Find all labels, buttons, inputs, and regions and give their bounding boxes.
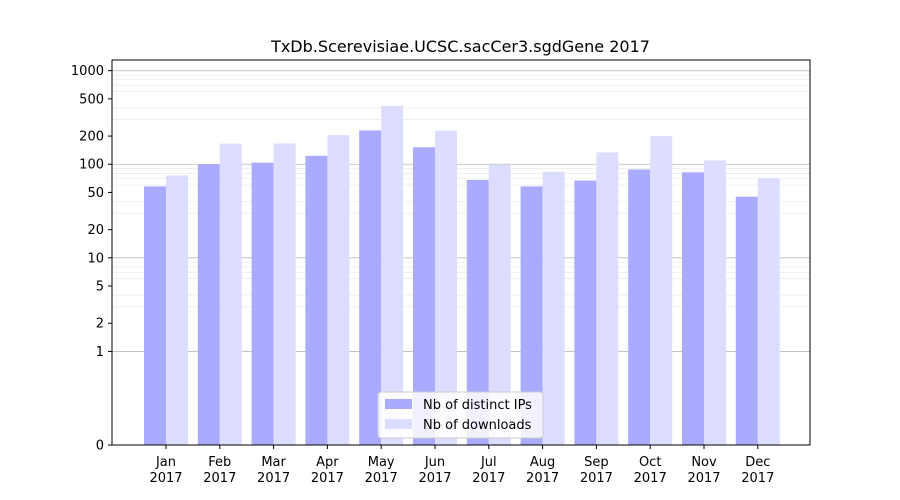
y-tick-label: 1 — [96, 345, 104, 360]
bars — [144, 105, 780, 446]
chart-title: TxDb.Scerevisiae.UCSC.sacCer3.sgdGene 20… — [270, 37, 650, 56]
x-tick-label: May 2017 — [365, 455, 398, 486]
bar-downloads — [650, 136, 673, 446]
bar-distinct-ips — [574, 180, 597, 446]
x-tick-label: Jun 2017 — [418, 455, 451, 486]
x-tick-label: Apr 2017 — [311, 455, 344, 486]
bar-distinct-ips — [359, 130, 382, 446]
x-tick-label: Dec 2017 — [741, 455, 774, 486]
bar-downloads — [488, 164, 511, 445]
legend-swatch — [385, 399, 412, 409]
x-tick-label: Feb 2017 — [203, 455, 236, 486]
y-tick-label: 500 — [79, 92, 104, 107]
y-tick-label: 100 — [79, 158, 104, 173]
y-tick-label: 20 — [87, 223, 104, 238]
bar-distinct-ips — [305, 155, 328, 445]
y-axis: 0 1 2 5 10 20 50 100 200 500 1000 — [71, 64, 112, 454]
x-tick-label: Oct 2017 — [634, 455, 667, 486]
y-tick-label: 5 — [96, 280, 104, 295]
y-tick-label: 10 — [87, 251, 104, 266]
bar-downloads — [219, 143, 242, 445]
bar-downloads — [327, 135, 350, 445]
bar-downloads — [166, 175, 188, 445]
bar-downloads — [542, 171, 565, 445]
y-tick-label: 50 — [87, 186, 104, 201]
bar-distinct-ips — [413, 147, 435, 445]
x-tick-label: Mar 2017 — [257, 455, 290, 486]
bar-distinct-ips — [197, 164, 220, 445]
x-axis: Jan 2017 Feb 2017 Mar 2017 Apr 2017 May 2017 Jun 20… — [149, 445, 774, 486]
bar-distinct-ips — [144, 186, 166, 445]
bar-downloads — [273, 143, 296, 446]
y-tick-label: 0 — [96, 439, 104, 454]
x-tick-label: Nov 2017 — [687, 455, 720, 486]
bar-distinct-ips — [682, 172, 704, 446]
legend-swatch — [385, 419, 412, 429]
bar-downloads — [381, 105, 404, 445]
bar-downloads — [435, 130, 457, 445]
y-tick-label: 200 — [79, 130, 104, 145]
legend-box — [377, 391, 544, 439]
bar-distinct-ips — [466, 179, 489, 445]
x-tick-label: Jan 2017 — [149, 455, 182, 486]
y-tick-label: 2 — [96, 317, 104, 332]
plot-frame — [111, 59, 811, 446]
x-tick-label: Jul 2017 — [472, 455, 505, 486]
x-tick-label: Sep 2017 — [580, 455, 613, 486]
bar-downloads — [596, 152, 619, 445]
bar-downloads — [704, 160, 726, 445]
legend-label: Nb of downloads — [423, 418, 532, 433]
bar-distinct-ips — [735, 196, 758, 445]
bar-distinct-ips — [520, 186, 543, 445]
bar-distinct-ips — [628, 169, 651, 446]
x-tick-label: Aug 2017 — [526, 455, 559, 486]
legend: Nb of distinct IPs Nb of downloads — [377, 391, 544, 439]
legend-label: Nb of distinct IPs — [423, 398, 532, 413]
bar-distinct-ips — [251, 162, 274, 445]
bar-downloads — [757, 178, 780, 445]
y-tick-label: 1000 — [71, 64, 104, 79]
